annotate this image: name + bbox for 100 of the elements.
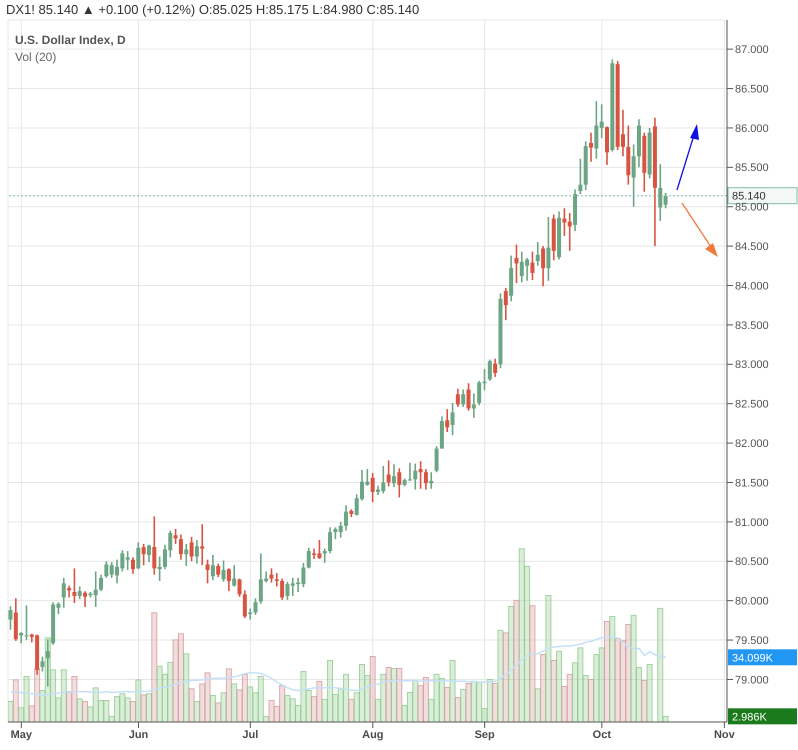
bar [12,679,19,722]
bar [636,667,642,722]
bar [188,688,195,722]
bar [508,606,514,722]
candlestick [142,543,146,566]
y-tick-label: 80.500 [735,556,769,568]
candlestick [67,584,72,598]
candlestick [514,244,518,284]
bar [418,685,424,722]
candlestick [370,472,375,503]
bar [23,676,30,722]
y-tick-label: 80.000 [735,596,769,608]
y-tick-label: 81.000 [735,516,769,529]
bar [598,647,605,722]
y2-tick-label: 2.986K [732,711,768,724]
candlestick [434,445,439,474]
candlestick [19,631,24,644]
candlestick [429,471,434,490]
candlestick [232,564,236,588]
bar [497,630,504,722]
candlestick [386,460,391,488]
candlestick [397,468,402,498]
candlestick [413,462,418,490]
bar [604,620,610,722]
y-tick-label: 79.500 [735,634,769,647]
candlestick [493,358,498,378]
bar [268,700,274,722]
bar [343,674,350,722]
candlestick [146,544,151,563]
x-tick-label: Nov [714,728,736,741]
bar [529,605,536,722]
bar [151,612,158,722]
bar [103,700,110,722]
bar [402,704,408,722]
bar [354,692,360,722]
candlestick [306,547,311,570]
candlestick [461,388,466,408]
candlestick [194,539,199,564]
candlestick [632,144,636,208]
candlestick [274,572,279,588]
candlestick [184,543,188,567]
candlestick [541,245,546,288]
candlestick [78,586,82,600]
bar [178,633,184,722]
y-tick-label: 82.500 [735,398,769,411]
bar [450,660,456,722]
bar [444,686,450,722]
y-tick-label: 81.500 [735,477,769,490]
y-tick-label: 79.000 [735,674,769,686]
candlestick [136,542,140,570]
bar [76,698,83,722]
bar [662,716,669,722]
x-tick-label: Sep [474,728,496,741]
candlestick [253,598,258,616]
bar [50,669,56,722]
bar [492,682,498,722]
bar [124,697,131,722]
bar [82,701,88,722]
bar [566,674,573,722]
candlestick [242,590,247,619]
y-tick-label: 87.000 [735,44,769,56]
x-tick-label: Aug [362,728,384,741]
bar [482,708,488,722]
bar [513,600,520,722]
bar [646,664,653,722]
bar [98,700,104,722]
y-tick-label: 85.000 [735,202,769,214]
bar [295,704,302,722]
x-tick-label: Jul [242,728,258,741]
y-tick-label: 84.500 [735,241,769,254]
candlestick [62,577,66,609]
candlestick [445,408,450,433]
y-tick-label: 83.000 [735,359,769,372]
bar [540,654,546,722]
candlestick [578,158,582,195]
bar [146,693,152,722]
candlestick [190,536,194,562]
bar [322,698,328,722]
candlestick [530,250,534,281]
candlestick [456,388,460,408]
bar [550,660,557,722]
bar [311,696,318,722]
candlestick [206,558,210,584]
candlestick [466,382,471,412]
bar [247,686,254,722]
candlestick [322,548,327,564]
bar [466,682,472,722]
bar [199,683,206,722]
y2-tick-label: 34.099K [732,652,774,664]
bar [130,701,136,722]
y-tick-label: 83.500 [735,320,769,332]
annotation: Vol (20) [15,50,56,64]
y-tick-label: 86.000 [735,122,769,135]
bar [556,650,562,722]
line-series [10,636,666,696]
bar [370,656,376,722]
bar [156,666,163,722]
bar [8,701,14,722]
bar [630,614,637,722]
bar [252,692,258,722]
